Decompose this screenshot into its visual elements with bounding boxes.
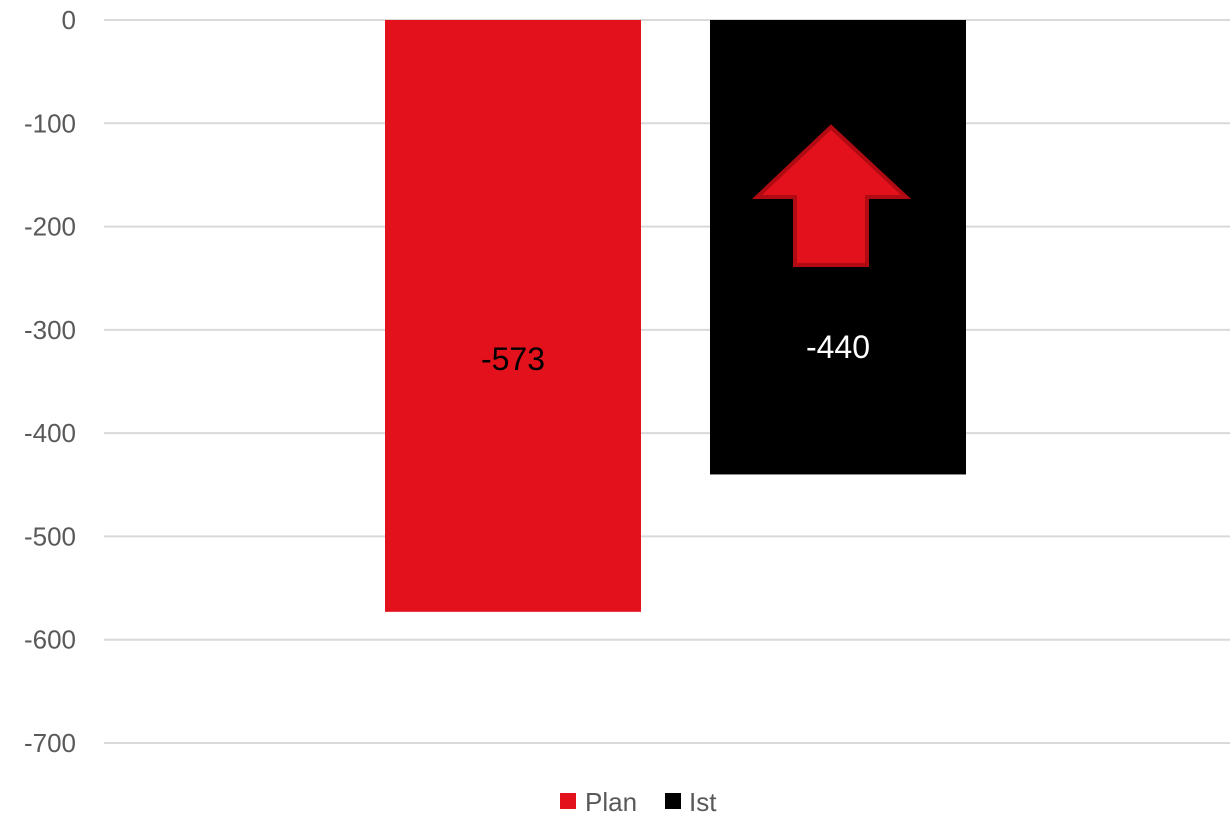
y-axis-tick-labels: 0 -100 -200 -300 -400 -500 -600 -700 xyxy=(24,5,76,758)
data-label-ist: -440 xyxy=(806,329,870,365)
data-labels: -573 -440 xyxy=(481,329,870,377)
y-tick-label: -600 xyxy=(24,625,76,655)
legend-label-plan: Plan xyxy=(585,787,637,815)
y-tick-label: -200 xyxy=(24,212,76,242)
annotation xyxy=(751,124,912,267)
y-tick-label: -400 xyxy=(24,418,76,448)
y-tick-label: 0 xyxy=(62,5,76,35)
y-tick-label: -100 xyxy=(24,108,76,138)
y-tick-label: -700 xyxy=(24,728,76,758)
bars xyxy=(385,20,966,612)
bar-plan xyxy=(385,20,641,612)
y-tick-label: -500 xyxy=(24,521,76,551)
data-label-plan: -573 xyxy=(481,341,545,377)
y-tick-label: -300 xyxy=(24,315,76,345)
legend: Plan Ist xyxy=(560,787,717,815)
legend-label-ist: Ist xyxy=(689,787,717,815)
legend-swatch-plan xyxy=(560,793,576,809)
legend-swatch-ist xyxy=(665,793,681,809)
gridlines xyxy=(104,19,1230,744)
arrow-up-icon xyxy=(751,124,912,267)
